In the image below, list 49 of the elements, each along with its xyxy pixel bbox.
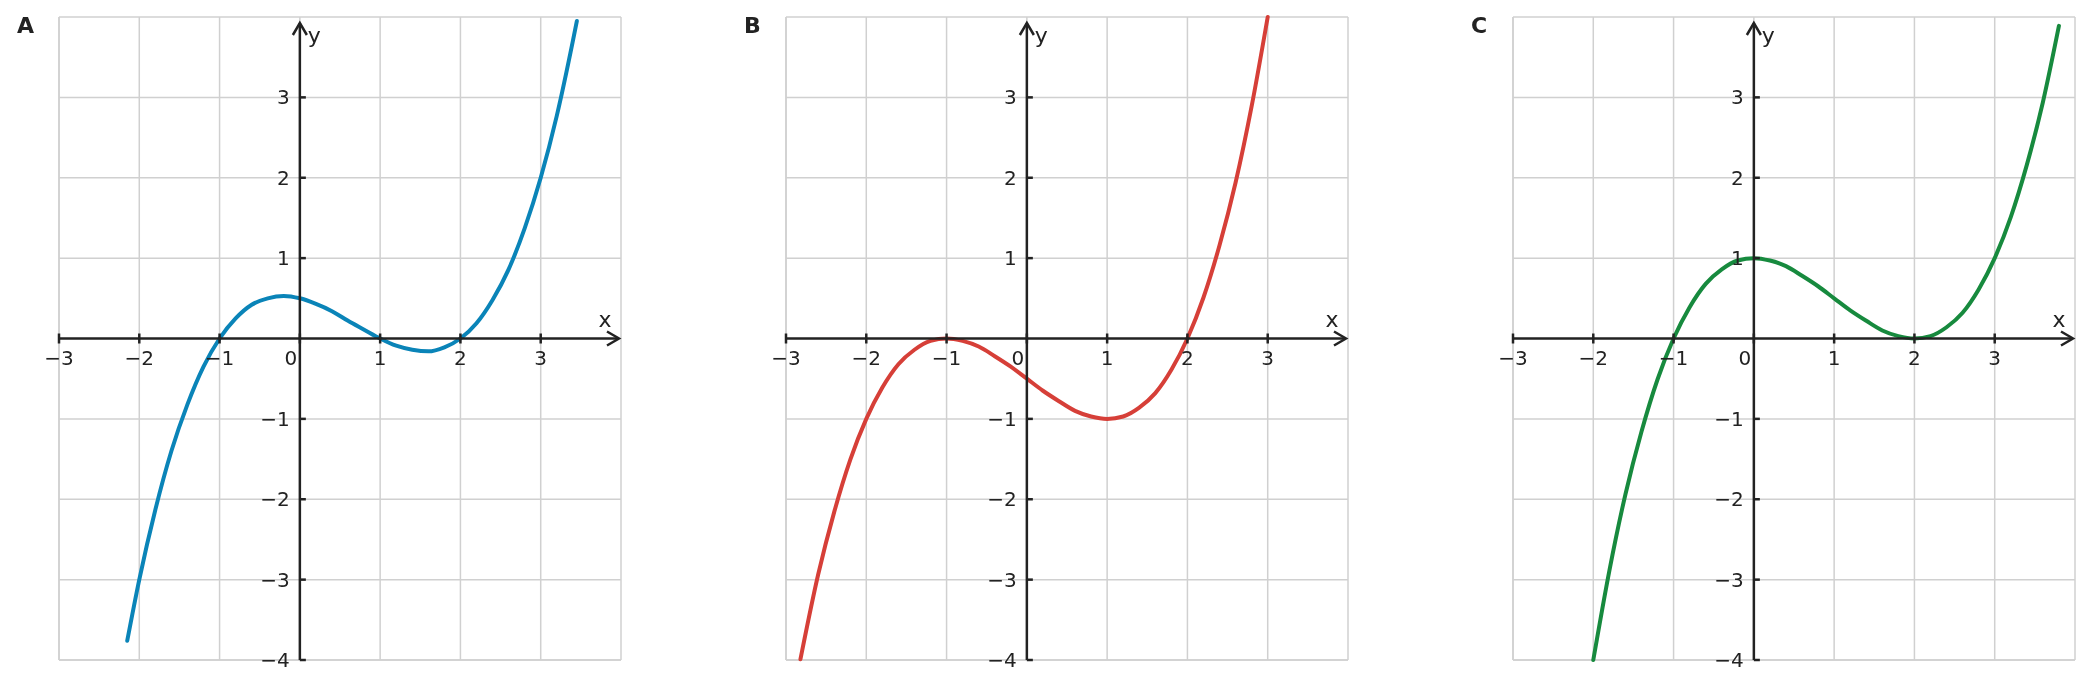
x-axis-title: x bbox=[2052, 306, 2066, 332]
y-tick-label: −3 bbox=[987, 567, 1017, 592]
y-axis-title: y bbox=[307, 23, 321, 48]
y-tick-label: −4 bbox=[260, 648, 290, 672]
x-tick-label: 2 bbox=[1908, 345, 1921, 370]
x-tick-label: −1 bbox=[931, 345, 962, 370]
y-tick-label: 3 bbox=[277, 85, 290, 110]
chart-title: B bbox=[744, 13, 761, 38]
x-tick-label: 3 bbox=[534, 345, 548, 370]
y-tick-label: 3 bbox=[1004, 85, 1017, 110]
y-axis-title: y bbox=[1761, 23, 1775, 48]
x-tick-label: −3 bbox=[44, 345, 74, 370]
chart-title: C bbox=[1471, 13, 1488, 38]
y-tick-label: −2 bbox=[1714, 487, 1744, 512]
x-axis-title: x bbox=[598, 306, 612, 332]
x-tick-label: 1 bbox=[373, 345, 387, 370]
x-tick-label: 1 bbox=[1827, 345, 1841, 370]
x-tick-label: 2 bbox=[454, 345, 467, 370]
y-tick-label: 1 bbox=[277, 246, 290, 271]
y-tick-label: −3 bbox=[260, 567, 290, 592]
y-tick-label: −4 bbox=[1714, 648, 1744, 672]
y-tick-label: 2 bbox=[1731, 165, 1744, 190]
x-tick-label: 3 bbox=[1988, 345, 2002, 370]
x-tick-label: 3 bbox=[1261, 345, 1275, 370]
x-tick-label: −2 bbox=[1578, 345, 1609, 370]
y-tick-label: −2 bbox=[987, 487, 1017, 512]
line-series bbox=[125, 19, 579, 643]
x-tick-label: −2 bbox=[124, 345, 155, 370]
x-tick-label: 0 bbox=[1011, 345, 1025, 370]
y-tick-label: −2 bbox=[260, 487, 290, 512]
y-tick-label: 1 bbox=[1004, 246, 1017, 271]
x-tick-label: −2 bbox=[851, 345, 882, 370]
x-tick-label: −3 bbox=[1498, 345, 1528, 370]
y-tick-label: −1 bbox=[1714, 406, 1744, 431]
x-tick-label: 0 bbox=[284, 345, 298, 370]
y-tick-label: 2 bbox=[277, 165, 290, 190]
x-tick-label: 0 bbox=[1738, 345, 1752, 370]
y-axis-title: y bbox=[1034, 23, 1048, 48]
y-tick-label: −4 bbox=[987, 648, 1017, 672]
y-tick-label: 3 bbox=[1731, 85, 1744, 110]
chart-title: A bbox=[17, 13, 35, 38]
y-tick-label: −3 bbox=[1714, 567, 1744, 592]
y-tick-label: −1 bbox=[987, 406, 1017, 431]
x-tick-label: −3 bbox=[771, 345, 801, 370]
x-tick-label: 2 bbox=[1181, 345, 1194, 370]
x-axis-title: x bbox=[1325, 306, 1339, 332]
y-tick-label: −1 bbox=[260, 406, 290, 431]
x-tick-label: 1 bbox=[1100, 345, 1114, 370]
y-tick-label: 2 bbox=[1004, 165, 1017, 190]
